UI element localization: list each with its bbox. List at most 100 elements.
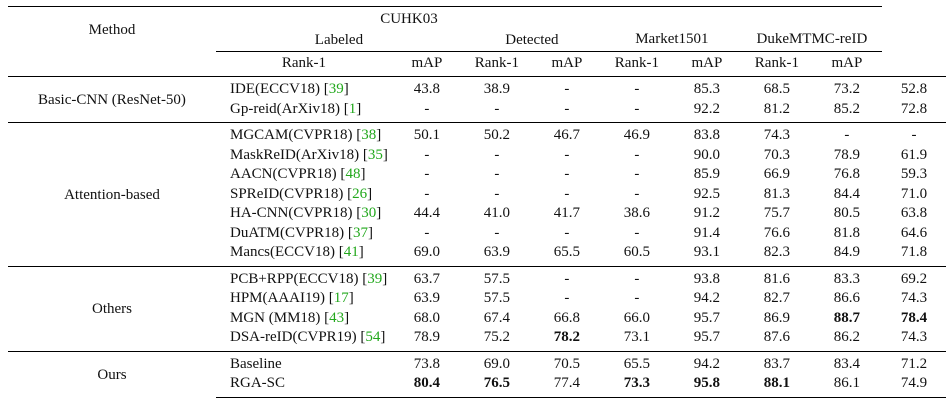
value-cell: 70.5 bbox=[531, 350, 602, 374]
method-label: HPM(AAAI19) [ bbox=[230, 290, 334, 306]
metric-header-map: mAP bbox=[391, 51, 462, 77]
value-cell: 92.2 bbox=[693, 100, 721, 117]
value-cell: - bbox=[634, 185, 640, 202]
value-cell: 57.5 bbox=[483, 290, 511, 306]
value-cell: 71.2 bbox=[881, 350, 946, 374]
value-cell: 41.0 bbox=[483, 205, 511, 221]
value-cell: 67.4 bbox=[483, 309, 511, 326]
value-cell: - bbox=[601, 76, 672, 100]
value-cell: 73.2 bbox=[811, 76, 882, 100]
method-label: Gp-reid(ArXiv18) [ bbox=[230, 100, 349, 117]
table-row: RGA-SC 80.4 76.5 77.4 73.3 95.8 88.1 86.1 74.9 bbox=[8, 374, 946, 398]
value-cell: 50.2 bbox=[461, 122, 532, 146]
method-label: MGN (MM18) [ bbox=[230, 309, 330, 326]
value-cell: - bbox=[531, 76, 602, 100]
citation-link[interactable]: 54 bbox=[365, 329, 381, 345]
citation-link[interactable]: 43 bbox=[329, 309, 345, 326]
group-label: Attention-based bbox=[8, 122, 216, 266]
value-cell: 63.9 bbox=[483, 244, 511, 260]
table-row: AACN(CVPR18) [48] - - - - 85.9 66.9 76.8 59.3 bbox=[8, 165, 946, 185]
value-cell: - bbox=[424, 166, 430, 182]
citation-link[interactable]: 38 bbox=[361, 127, 377, 143]
value-cell: - bbox=[634, 146, 640, 163]
value-cell: 83.3 bbox=[811, 265, 882, 289]
method-label: RGA-SC bbox=[230, 375, 286, 391]
value-cell: 81.8 bbox=[833, 224, 861, 241]
value-cell: 69.2 bbox=[881, 265, 946, 289]
citation-link[interactable]: 35 bbox=[367, 146, 383, 163]
value-cell: 86.2 bbox=[833, 329, 861, 345]
table-row: Mancs(ECCV18) [41] 69.0 63.9 65.5 60.5 93.1 82… bbox=[8, 243, 946, 266]
value-cell: - bbox=[494, 224, 500, 241]
value-cell: 84.9 bbox=[833, 244, 861, 260]
value-cell: - bbox=[494, 166, 500, 182]
value-cell: 88.7 bbox=[833, 309, 861, 326]
value-cell: 82.3 bbox=[763, 244, 791, 260]
metric-header-rank1: Rank-1 bbox=[216, 51, 392, 77]
method-name: Mancs(ECCV18) [41] bbox=[216, 243, 392, 266]
value-cell: 68.5 bbox=[741, 76, 812, 100]
citation-link[interactable]: 1 bbox=[348, 100, 357, 117]
value-cell: 65.5 bbox=[601, 350, 672, 374]
citation-link[interactable]: 17 bbox=[333, 290, 349, 306]
value-cell: 83.8 bbox=[671, 122, 742, 146]
table-row: Basic-CNN (ResNet-50) IDE(ECCV18) [39] 43.… bbox=[8, 76, 946, 123]
value-cell: 66.8 bbox=[553, 309, 581, 326]
citation-link[interactable]: 30 bbox=[361, 205, 377, 221]
value-cell: 76.5 bbox=[461, 374, 532, 398]
value-cell: 81.6 bbox=[741, 265, 812, 289]
value-cell: 72.8 bbox=[900, 100, 928, 117]
value-cell: 93.1 bbox=[693, 244, 721, 260]
citation-link[interactable]: 39 bbox=[328, 81, 344, 97]
value-cell: 75.7 bbox=[763, 205, 791, 221]
value-cell: 90.0 bbox=[693, 146, 721, 163]
value-cell: 46.7 bbox=[531, 122, 602, 146]
method-name: MGN (MM18) [43] bbox=[216, 309, 392, 329]
value-cell: 86.1 bbox=[811, 374, 882, 398]
citation-link[interactable]: 39 bbox=[367, 270, 383, 287]
method-name: HPM(AAAI19) [17] bbox=[216, 289, 392, 309]
table-row: MGN (MM18) [43] 68.0 67.4 66.8 66.0 95.7 86.9 8… bbox=[8, 309, 946, 329]
table-row: Others PCB+RPP(ECCV18) [39] 63.7 57.5- -93.8… bbox=[8, 265, 946, 351]
value-cell: 69.0 bbox=[461, 350, 532, 374]
value-cell: 61.9 bbox=[900, 146, 928, 163]
cuhk-header: CUHK03 bbox=[216, 6, 602, 31]
group-label: Ours bbox=[8, 350, 216, 397]
metric-header-map: mAP bbox=[671, 51, 742, 77]
value-cell: 73.8 bbox=[391, 350, 462, 374]
citation-link[interactable]: 26 bbox=[352, 185, 368, 202]
table-header: Method CUHK03 Market1501 DukeMTMC-reID L… bbox=[8, 6, 946, 77]
citation-link[interactable]: 48 bbox=[345, 166, 361, 182]
value-cell: - bbox=[494, 185, 500, 202]
metric-row-spacer bbox=[8, 52, 216, 77]
header-row-2: Labeled Detected bbox=[8, 31, 946, 52]
value-cell: 66.0 bbox=[623, 309, 651, 326]
value-cell: 60.5 bbox=[623, 244, 651, 260]
method-name: DSA-reID(CVPR19) [54] bbox=[216, 328, 392, 351]
value-cell: 95.7 bbox=[693, 309, 721, 326]
value-cell: 63.7 bbox=[391, 265, 462, 289]
method-label: IDE(ECCV18) [ bbox=[230, 81, 329, 97]
value-cell: 43.8 bbox=[391, 76, 462, 100]
value-cell: - bbox=[531, 265, 602, 289]
citation-link[interactable]: 41 bbox=[343, 244, 359, 260]
value-cell: 74.9 bbox=[881, 374, 946, 398]
value-cell: 78.9 bbox=[833, 146, 861, 163]
table-row: DuATM(CVPR18) [37] - - - - 91.4 76.6 81.8 64.6 bbox=[8, 224, 946, 244]
value-cell: 91.2 bbox=[693, 205, 721, 221]
value-cell: 78.2 bbox=[553, 329, 581, 345]
value-cell: - bbox=[811, 122, 882, 146]
citation-link[interactable]: 37 bbox=[352, 224, 368, 241]
value-cell: - bbox=[634, 100, 640, 117]
method-name: HA-CNN(CVPR18) [30] bbox=[216, 204, 392, 224]
value-cell: - bbox=[424, 100, 430, 117]
value-cell: - bbox=[601, 265, 672, 289]
method-name: MaskReID(ArXiv18) [35] bbox=[216, 146, 392, 166]
value-cell: - bbox=[424, 185, 430, 202]
value-cell: 77.4 bbox=[531, 374, 602, 398]
citation-bracket: ] bbox=[348, 290, 354, 306]
citation-bracket: ] bbox=[344, 309, 350, 326]
value-cell: 82.7 bbox=[763, 290, 791, 306]
value-cell: 74.3 bbox=[741, 122, 812, 146]
value-cell: 86.6 bbox=[833, 290, 861, 306]
